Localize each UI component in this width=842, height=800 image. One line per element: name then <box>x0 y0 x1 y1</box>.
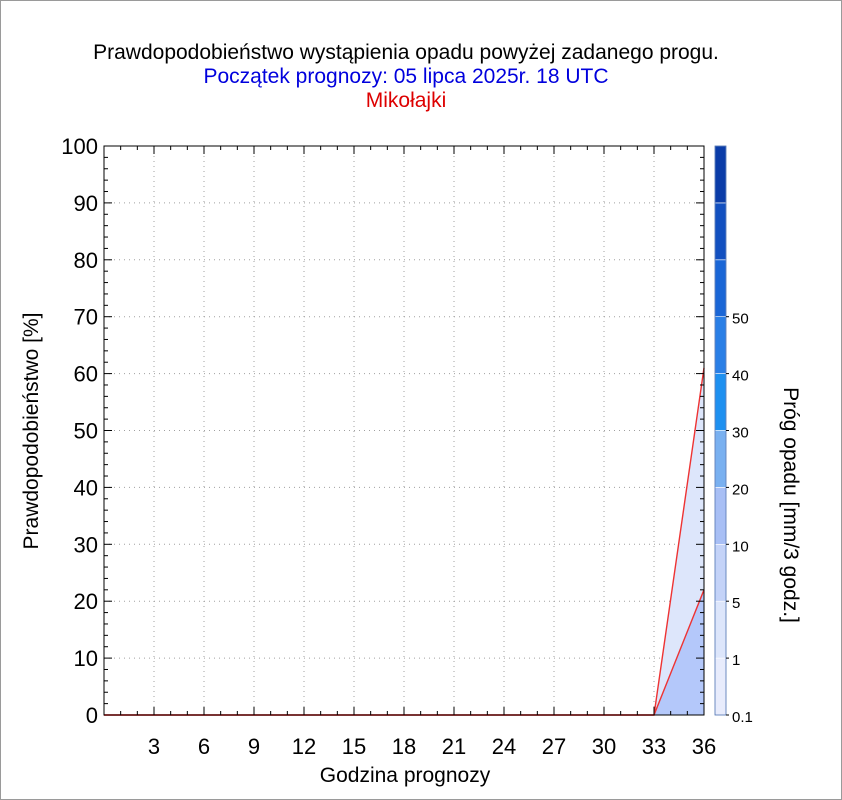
colorbar-tick-label: 50 <box>732 311 749 328</box>
y-tick-label: 30 <box>74 532 98 557</box>
y-tick-label: 60 <box>74 362 98 387</box>
colorbar-tick-label: 20 <box>732 481 749 498</box>
y-tick-label: 100 <box>61 134 98 159</box>
x-tick-label: 18 <box>392 734 416 759</box>
x-tick-label: 9 <box>248 734 260 759</box>
y-tick-label: 0 <box>86 703 98 728</box>
colorbar-tick-label: 30 <box>732 425 749 442</box>
colorbar-segment <box>714 373 727 431</box>
colorbar-segment <box>714 600 727 659</box>
y-tick-label: 70 <box>74 305 98 330</box>
colorbar-label: Próg opadu [mm/3 godz.] <box>779 387 802 623</box>
colorbar-segment <box>714 202 727 261</box>
y-tick-label: 10 <box>74 646 98 671</box>
x-tick-label: 12 <box>292 734 316 759</box>
x-tick-label: 24 <box>492 734 516 759</box>
location-name: Mikołajki <box>365 89 447 112</box>
colorbar-tick-label: 1 <box>732 652 740 669</box>
x-tick-label: 27 <box>542 734 566 759</box>
colorbar-segment <box>714 145 727 204</box>
x-axis-label: Godzina prognozy <box>320 764 491 787</box>
colorbar-segment <box>714 543 727 602</box>
colorbar-tick-label: 10 <box>732 538 749 555</box>
y-axis-label: Prawdopodobieństwo [%] <box>20 313 43 550</box>
y-tick-label: 40 <box>74 475 98 500</box>
colorbar-tick-label: 0.1 <box>732 709 753 726</box>
colorbar-segment <box>714 487 727 545</box>
chart-title: Prawdopodobieństwo wystąpienia opadu pow… <box>93 41 719 64</box>
colorbar: 0.1 1 5 10 20 30 40 50 <box>714 145 753 726</box>
x-tick-label: 36 <box>692 734 716 759</box>
colorbar-segment <box>714 430 727 488</box>
x-tick-label: 33 <box>642 734 666 759</box>
colorbar-segment <box>714 316 727 374</box>
x-tick-label: 15 <box>342 734 366 759</box>
y-tick-label: 50 <box>74 419 98 444</box>
colorbar-segment <box>714 259 727 317</box>
y-tick-label: 90 <box>74 191 98 216</box>
y-tick-label: 80 <box>74 248 98 273</box>
x-tick-label: 21 <box>442 734 466 759</box>
x-tick-label: 6 <box>198 734 210 759</box>
x-tick-label: 30 <box>592 734 616 759</box>
grid <box>104 146 704 715</box>
colorbar-tick-label: 5 <box>732 595 740 612</box>
colorbar-segment <box>714 657 727 716</box>
chart-subtitle: Początek prognozy: 05 lipca 2025r. 18 UT… <box>203 65 609 88</box>
x-tick-label: 3 <box>148 734 160 759</box>
y-tick-label: 20 <box>74 589 98 614</box>
colorbar-tick-label: 40 <box>732 368 749 385</box>
